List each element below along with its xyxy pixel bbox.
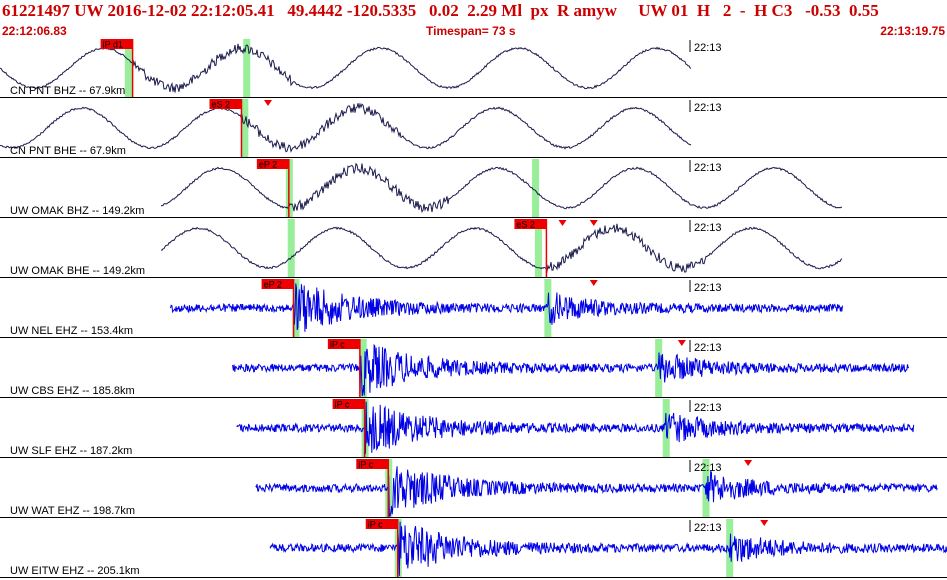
trace-row[interactable]: iP c 22:13 UW WAT EHZ -- 198.7km — [0, 459, 947, 518]
pick-flag[interactable] — [514, 219, 547, 229]
pick-label: iP c — [335, 400, 350, 410]
pick-window — [532, 159, 540, 217]
station-label: UW OMAK BHZ -- 149.2km — [10, 205, 144, 217]
trace-row[interactable]: iP d1 22:13 CN PNT BHZ -- 67.9km — [0, 39, 947, 98]
time-marker-label: 22:13 — [694, 402, 722, 414]
station-label: CN PNT BHZ -- 67.9km — [10, 85, 125, 97]
waveform[interactable] — [0, 43, 692, 93]
time-marker-label: 22:13 — [694, 522, 722, 534]
time-marker-label: 22:13 — [694, 42, 722, 54]
trace-row[interactable]: eP 2 22:13 UW OMAK BHZ -- 149.2km — [0, 159, 947, 218]
pick-flag[interactable] — [261, 279, 294, 289]
station-label: UW CBS EHZ -- 185.8km — [10, 385, 135, 397]
pick-label: eP 2 — [264, 280, 282, 290]
start-time: 22:12:06.83 — [2, 24, 67, 38]
time-marker-label: 22:13 — [694, 162, 722, 174]
seismogram-panel[interactable]: iP d1 22:13 CN PNT BHZ -- 67.9km eS 2 22:13 C… — [0, 38, 947, 580]
pick-window — [359, 339, 367, 397]
trace-row[interactable]: iP c 22:13 UW SLF EHZ -- 187.2km — [0, 399, 947, 458]
time-marker-label: 22:13 — [694, 102, 722, 114]
pick-flag[interactable] — [332, 399, 365, 409]
station-label: UW WAT EHZ -- 198.7km — [10, 505, 135, 517]
waveform[interactable] — [231, 343, 909, 397]
pick-label: eS 2 — [211, 100, 230, 110]
station-label: UW NEL EHZ -- 153.4km — [10, 325, 133, 337]
station-label: CN PNT BHE -- 67.9km — [10, 145, 126, 157]
event-header: 61221497 UW 2016-12-02 22:12:05.41 49.44… — [0, 0, 947, 40]
arrival-marker — [744, 460, 753, 466]
arrival-marker — [264, 100, 273, 106]
pick-flag[interactable] — [327, 339, 360, 349]
arrival-marker — [589, 280, 598, 286]
trace-row[interactable]: iP c 22:13 UW EITW EHZ -- 205.1km — [0, 519, 947, 578]
pick-window — [124, 39, 132, 97]
time-marker-label: 22:13 — [694, 342, 722, 354]
station-label: UW OMAK BHE -- 149.2km — [10, 265, 145, 277]
pick-label: iP c — [330, 340, 345, 350]
trace-row[interactable]: eS 2 22:13 UW OMAK BHE -- 149.2km — [0, 219, 947, 278]
trace-row[interactable]: eS 2 22:13 CN PNT BHE -- 67.9km — [0, 99, 947, 158]
pick-flag[interactable] — [365, 519, 398, 529]
waveform[interactable] — [255, 466, 938, 517]
arrival-marker — [589, 220, 598, 226]
trace-row[interactable]: iP c 22:13 UW CBS EHZ -- 185.8km — [0, 339, 947, 398]
pick-flag[interactable] — [100, 39, 133, 49]
pick-flag[interactable] — [256, 159, 289, 169]
time-marker-label: 22:13 — [694, 462, 722, 474]
pick-window — [292, 279, 300, 337]
arrival-marker — [558, 220, 567, 226]
arrival-marker — [760, 520, 769, 526]
pick-window — [243, 39, 251, 97]
arrival-marker — [677, 340, 686, 346]
waveform[interactable] — [269, 521, 947, 576]
pick-label: iP c — [368, 520, 383, 530]
waveform[interactable] — [160, 162, 842, 214]
station-label: UW SLF EHZ -- 187.2km — [10, 445, 132, 457]
end-time: 22:13:19.75 — [880, 24, 945, 38]
pick-label: iP c — [358, 460, 373, 470]
station-label: UW EITW EHZ -- 205.1km — [10, 565, 140, 577]
pick-label: eS 2 — [516, 220, 535, 230]
waveform[interactable] — [160, 223, 843, 274]
pick-flag[interactable] — [356, 459, 389, 469]
time-marker-label: 22:13 — [694, 222, 722, 234]
pick-window — [534, 219, 542, 277]
pick-flag[interactable] — [209, 99, 242, 109]
waveform[interactable] — [170, 283, 843, 332]
pick-label: iP d1 — [103, 40, 123, 50]
timespan-label: Timespan= 73 s — [426, 24, 516, 38]
waveform[interactable] — [0, 102, 692, 153]
pick-window — [287, 219, 295, 277]
waveform[interactable] — [236, 401, 915, 454]
event-summary-line: 61221497 UW 2016-12-02 22:12:05.41 49.44… — [2, 1, 879, 20]
pick-window — [544, 279, 552, 337]
time-marker-label: 22:13 — [694, 282, 722, 294]
pick-label: eP 2 — [259, 160, 277, 170]
trace-row[interactable]: eP 2 22:13 UW NEL EHZ -- 153.4km — [0, 279, 947, 338]
pick-window — [241, 99, 249, 157]
